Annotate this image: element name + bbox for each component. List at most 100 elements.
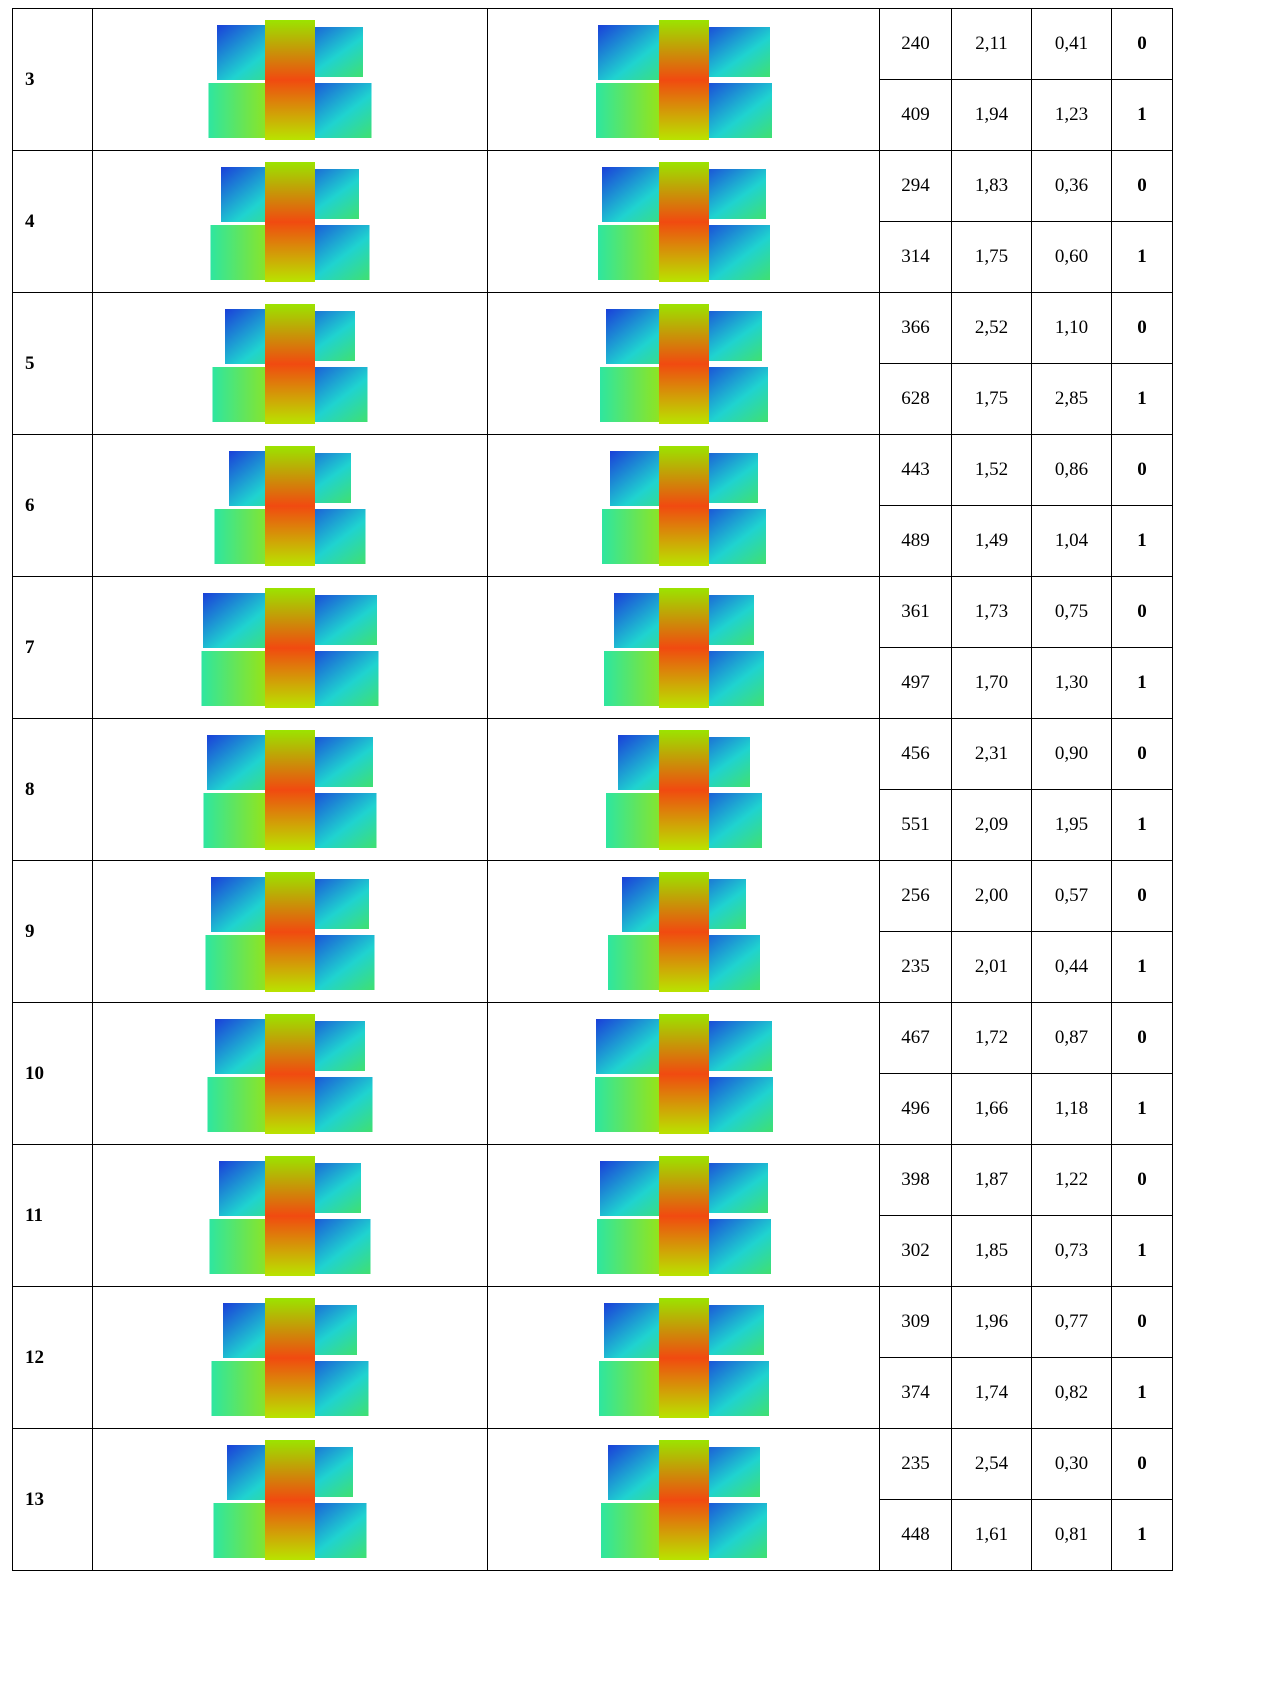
value-cell: 1,74: [951, 1357, 1032, 1429]
value-cell: 1,70: [951, 647, 1032, 719]
table-row: 7 361 1,73 0,75 0: [12, 576, 1173, 719]
flag-cell: 1: [1111, 1357, 1173, 1429]
heatmap-region: [265, 303, 315, 424]
value-cell: 2,09: [951, 789, 1032, 861]
heatmap-region: [658, 303, 709, 424]
table-row: 11 398 1,87 1,22 0: [12, 1144, 1173, 1287]
heatmap-region: [265, 871, 315, 992]
heatmap-image: [207, 1013, 373, 1134]
flag-cell: 1: [1111, 221, 1173, 293]
value-cell: 2,01: [951, 931, 1032, 1003]
value-cell: 1,75: [951, 363, 1032, 435]
image-cell: [487, 1428, 880, 1571]
flag-cell: 1: [1111, 647, 1173, 719]
heatmap-region: [265, 161, 315, 282]
flag-cell: 1: [1111, 931, 1173, 1003]
value-cell: 1,85: [951, 1215, 1032, 1287]
flag-cell: 1: [1111, 1215, 1173, 1287]
flag-cell: 0: [1111, 1002, 1173, 1074]
heatmap-region: [700, 1076, 773, 1132]
table-row: 551 2,09 1,95 1: [13, 789, 1173, 861]
flag-cell: 0: [1111, 1428, 1173, 1500]
heatmap-region: [265, 1297, 315, 1418]
heatmap-region: [595, 1018, 666, 1074]
heatmap-region: [658, 19, 709, 140]
value-cell: 1,66: [951, 1073, 1032, 1145]
flag-cell: 0: [1111, 434, 1173, 506]
heatmap-image: [209, 1155, 371, 1276]
value-cell: 1,96: [951, 1286, 1032, 1358]
heatmap-region: [698, 1218, 771, 1274]
heatmap-region: [594, 1076, 670, 1132]
value-cell: 1,87: [951, 1144, 1032, 1216]
heatmap-region: [658, 445, 709, 566]
table-row: 13 235 2,54 0,30 0: [12, 1428, 1173, 1571]
table-row: 302 1,85 0,73 1: [13, 1215, 1173, 1287]
value-cell: 1,23: [1031, 79, 1112, 151]
heatmap-image: [214, 445, 366, 566]
flag-cell: 0: [1111, 150, 1173, 222]
row-id: 13: [12, 1428, 93, 1571]
value-cell: 361: [879, 576, 952, 648]
image-cell: [92, 718, 488, 861]
value-cell: 0,82: [1031, 1357, 1112, 1429]
heatmap-region: [658, 729, 709, 850]
image-cell: [92, 1002, 488, 1145]
image-cell: [92, 860, 488, 1003]
value-cell: 1,22: [1031, 1144, 1112, 1216]
heatmap-image: [203, 729, 377, 850]
heatmap-region: [697, 224, 770, 280]
image-cell: [92, 576, 488, 719]
value-cell: 0,90: [1031, 718, 1112, 790]
value-cell: 366: [879, 292, 952, 364]
table-row: 489 1,49 1,04 1: [13, 505, 1173, 577]
value-cell: 2,54: [951, 1428, 1032, 1500]
value-cell: 0,60: [1031, 221, 1112, 293]
table-row: 235 2,01 0,44 1: [13, 931, 1173, 1003]
heatmap-region: [265, 1013, 315, 1134]
heatmap-image: [205, 871, 375, 992]
value-cell: 467: [879, 1002, 952, 1074]
value-cell: 302: [879, 1215, 952, 1287]
image-cell: [487, 860, 880, 1003]
value-cell: 1,75: [951, 221, 1032, 293]
heatmap-image: [594, 1013, 773, 1134]
table-row: 12 309 1,96 0,77 0: [12, 1286, 1173, 1429]
flag-cell: 0: [1111, 1144, 1173, 1216]
image-cell: [487, 718, 880, 861]
flag-cell: 1: [1111, 1499, 1173, 1571]
value-cell: 2,85: [1031, 363, 1112, 435]
value-cell: 0,73: [1031, 1215, 1112, 1287]
heatmap-region: [658, 871, 709, 992]
value-cell: 1,10: [1031, 292, 1112, 364]
value-cell: 1,94: [951, 79, 1032, 151]
table-row: 9 256 2,00 0,57 0: [12, 860, 1173, 1003]
table-row: 409 1,94 1,23 1: [13, 79, 1173, 151]
value-cell: 2,11: [951, 8, 1032, 80]
heatmap-region: [658, 161, 709, 282]
value-cell: 0,30: [1031, 1428, 1112, 1500]
heatmap-region: [265, 1155, 315, 1276]
table-row: 628 1,75 2,85 1: [13, 363, 1173, 435]
flag-cell: 0: [1111, 292, 1173, 364]
flag-cell: 0: [1111, 1286, 1173, 1358]
heatmap-image: [210, 161, 370, 282]
value-cell: 0,87: [1031, 1002, 1112, 1074]
flag-cell: 0: [1111, 718, 1173, 790]
value-cell: 240: [879, 8, 952, 80]
value-cell: 551: [879, 789, 952, 861]
value-cell: 256: [879, 860, 952, 932]
value-cell: 497: [879, 647, 952, 719]
heatmap-region: [599, 1160, 670, 1216]
row-id: 6: [12, 434, 93, 577]
value-cell: 235: [879, 1428, 952, 1500]
row-id: 7: [12, 576, 93, 719]
image-cell: [487, 1286, 880, 1429]
image-cell: [92, 434, 488, 577]
value-cell: 1,61: [951, 1499, 1032, 1571]
value-cell: 0,75: [1031, 576, 1112, 648]
value-cell: 0,36: [1031, 150, 1112, 222]
value-cell: 1,52: [951, 434, 1032, 506]
heatmap-image: [596, 1155, 771, 1276]
image-cell: [92, 1286, 488, 1429]
